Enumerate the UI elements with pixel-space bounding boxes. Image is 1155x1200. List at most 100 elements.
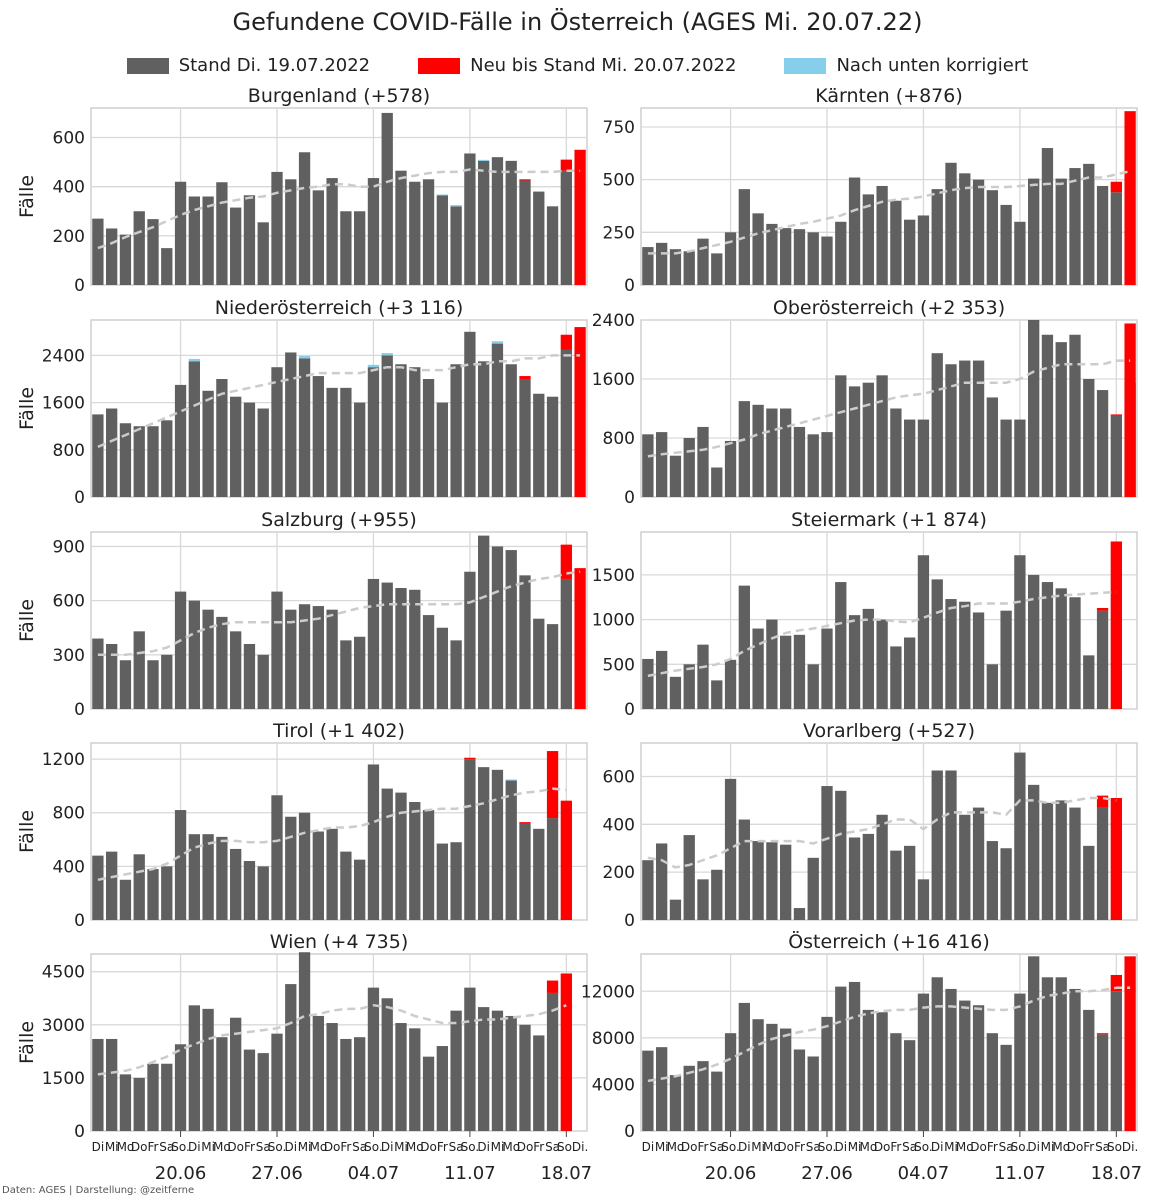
bar-stand	[243, 402, 256, 497]
y-tick-label: 300	[53, 646, 85, 666]
bar-stand	[862, 608, 874, 709]
bar-stand	[409, 367, 421, 497]
bar-stand	[216, 379, 228, 497]
bar-stand	[216, 836, 228, 920]
y-tick-label: 600	[53, 592, 85, 612]
bar-stand	[669, 1075, 682, 1131]
bar-stand	[724, 1033, 737, 1131]
y-tick-label: 400	[603, 815, 635, 835]
x-tick-label-week: 04.07	[348, 1163, 400, 1184]
bar-stand	[546, 818, 559, 920]
bar-stand	[367, 578, 380, 709]
x-tick-label-day: Do	[970, 1140, 987, 1154]
bar-stand	[1096, 807, 1109, 920]
bar-stand	[230, 207, 242, 285]
y-tick-label: 600	[53, 129, 85, 149]
panel-2: 0 800 1600 2400 Niederösterreich (+3 116) Fäl…	[16, 297, 588, 508]
bar-stand	[174, 181, 187, 285]
bar-neu	[1110, 798, 1122, 920]
x-tick-label-day: Fr	[1083, 1140, 1094, 1154]
bar-stand	[478, 361, 490, 497]
bar-stand	[862, 194, 874, 285]
bar-stand	[1110, 991, 1122, 1131]
x-tick-label-day: Mi	[298, 1140, 312, 1154]
bar-stand	[1055, 342, 1067, 497]
bar-stand	[890, 200, 902, 285]
x-tick-label-day: Mo	[406, 1140, 424, 1154]
bar-stand	[642, 434, 654, 497]
bar-stand	[271, 367, 283, 497]
x-tick-label-day: Do	[324, 1140, 341, 1154]
x-tick-label-day: Fr	[987, 1140, 998, 1154]
bar-stand	[106, 851, 118, 920]
x-tick-label-day: So.	[364, 1140, 383, 1154]
moving-average-line	[647, 590, 1117, 678]
bar-stand	[752, 841, 764, 920]
bar-stand	[972, 807, 985, 920]
bar-stand	[533, 828, 545, 920]
bar-stand	[959, 173, 971, 285]
bar-stand	[271, 795, 283, 920]
bar-stand	[216, 182, 228, 285]
bar-stand	[669, 676, 682, 709]
x-tick-label-day: Sa	[256, 1140, 271, 1154]
bar-korrigiert	[381, 353, 393, 356]
bar-stand	[354, 211, 366, 285]
bar-stand	[848, 615, 861, 709]
bar-stand	[491, 546, 504, 709]
y-tick-label: 800	[53, 441, 85, 461]
bar-stand	[464, 331, 476, 497]
x-tick-label-day: Mo	[1052, 1140, 1070, 1154]
bar-stand	[1028, 178, 1040, 285]
bar-stand	[656, 650, 668, 709]
bar-stand	[656, 843, 668, 920]
bar-stand	[505, 550, 517, 709]
panel-frame	[90, 531, 588, 710]
y-tick-label: 1500	[42, 1069, 85, 1089]
bar-stand	[917, 879, 930, 920]
bar-stand	[133, 211, 145, 285]
bar-stand	[560, 349, 572, 497]
bar-stand	[1028, 574, 1040, 709]
bar-stand	[340, 851, 352, 920]
y-tick-label: 0	[624, 700, 635, 720]
bar-neu	[560, 334, 572, 350]
bar-stand	[945, 599, 957, 709]
bar-neu	[519, 376, 531, 379]
bar-stand	[161, 654, 173, 709]
bar-stand	[92, 1038, 104, 1131]
bar-stand	[546, 206, 559, 285]
bar-stand	[106, 228, 118, 285]
x-tick-label-day: Di	[188, 1140, 201, 1154]
bar-stand	[381, 582, 393, 709]
bar-stand	[230, 848, 242, 920]
bar-stand	[491, 157, 504, 285]
bar-stand	[188, 1005, 200, 1131]
bar-stand	[285, 609, 297, 709]
bar-stand	[505, 780, 517, 920]
x-tick-label-day: Mi	[105, 1140, 119, 1154]
bar-stand	[711, 1071, 723, 1131]
bar-korrigiert	[478, 159, 490, 161]
bar-stand	[780, 635, 792, 709]
bar-stand	[230, 631, 242, 709]
bar-stand	[972, 179, 985, 285]
bar-stand	[147, 219, 159, 285]
bar-stand	[491, 343, 504, 497]
bar-neu	[1096, 795, 1109, 808]
bar-stand	[793, 634, 806, 709]
bar-korrigiert	[450, 205, 462, 207]
bar-stand	[931, 977, 943, 1131]
bar-neu	[519, 822, 531, 824]
bar-stand	[326, 1023, 338, 1131]
panel-frame	[640, 742, 1138, 921]
bar-stand	[1000, 848, 1012, 920]
bar-stand	[683, 664, 695, 709]
bar-stand	[697, 644, 709, 709]
bar-stand	[161, 866, 173, 920]
bar-stand	[298, 358, 311, 497]
bar-stand	[298, 152, 311, 285]
bar-stand	[519, 180, 531, 285]
